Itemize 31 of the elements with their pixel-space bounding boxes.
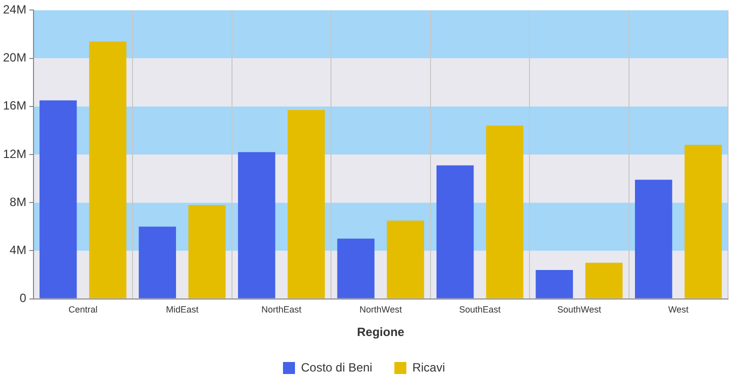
bar <box>634 180 672 298</box>
x-tick-label: MidEast <box>166 304 199 315</box>
bar <box>436 165 474 298</box>
x-axis-title: Regione <box>357 325 405 340</box>
bar <box>138 226 176 298</box>
bar <box>684 144 722 298</box>
x-tick-label: SouthWest <box>557 304 602 315</box>
bar <box>585 262 623 298</box>
bar <box>238 152 276 298</box>
y-tick-label: 16M <box>3 98 26 113</box>
x-tick-label: NorthEast <box>261 304 302 315</box>
bar <box>536 270 573 298</box>
x-tick-label: Central <box>68 304 98 315</box>
bar <box>386 220 424 298</box>
x-tick-label: West <box>668 304 690 315</box>
y-tick-label: 20M <box>3 50 26 65</box>
bar <box>188 205 226 298</box>
y-tick-label: 24M <box>3 2 26 17</box>
bar <box>89 41 126 298</box>
y-tick-label: 12M <box>3 146 26 161</box>
bar <box>288 110 325 298</box>
legend-label: Costo di Beni <box>300 360 372 374</box>
y-tick-label: 4M <box>10 243 26 258</box>
x-tick-label: SouthEast <box>459 304 502 315</box>
y-tick-label: 8M <box>10 194 26 209</box>
bar <box>40 100 77 298</box>
y-tick-label: 0 <box>20 291 27 306</box>
legend-label: Ricavi <box>412 360 446 374</box>
x-tick-label: NorthWest <box>359 304 402 315</box>
bar <box>486 126 524 298</box>
bar <box>337 238 374 298</box>
